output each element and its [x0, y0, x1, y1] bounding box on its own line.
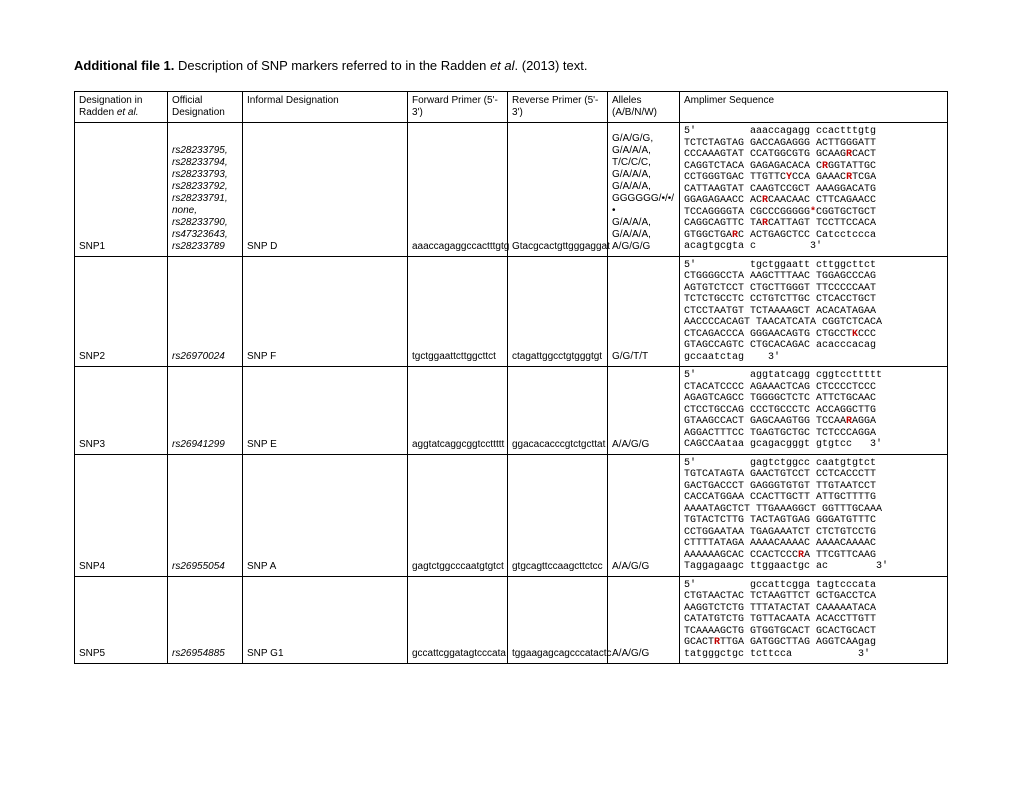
cell-designation: SNP1	[75, 123, 168, 257]
page-title: Additional file 1. Description of SNP ma…	[74, 58, 948, 73]
header-designation: Designation in Radden et al.	[75, 92, 168, 123]
cell-forward-primer: gagtctggcccaatgtgtct	[408, 454, 508, 576]
cell-alleles: A/A/G/G	[608, 367, 680, 455]
cell-amplimer-sequence: 5' gagtctggcc caatgtgtctTGTCATAGTA GAACT…	[680, 454, 948, 576]
cell-official: rs26955054	[168, 454, 243, 576]
cell-official: rs26970024	[168, 256, 243, 367]
table-header-row: Designation in Radden et al. OfficialDes…	[75, 92, 948, 123]
cell-designation: SNP4	[75, 454, 168, 576]
table-row: SNP2rs26970024SNP Ftgctggaattcttggcttctc…	[75, 256, 948, 367]
cell-forward-primer: aaaccagaggccactttgtg	[408, 123, 508, 257]
header-forward: Forward Primer (5'-3')	[408, 92, 508, 123]
cell-forward-primer: gccattcggatagtcccata	[408, 576, 508, 664]
cell-reverse-primer: Gtacgcactgttgggaggat	[508, 123, 608, 257]
header-informal: Informal Designation	[243, 92, 408, 123]
header-amplimer: Amplimer Sequence	[680, 92, 948, 123]
cell-reverse-primer: ctagattggcctgtgggtgt	[508, 256, 608, 367]
cell-alleles: G/G/T/T	[608, 256, 680, 367]
cell-designation: SNP2	[75, 256, 168, 367]
cell-designation: SNP5	[75, 576, 168, 664]
cell-alleles: A/A/G/G	[608, 454, 680, 576]
cell-alleles: A/A/G/G	[608, 576, 680, 664]
title-end: . (2013) text.	[515, 58, 588, 73]
title-bold: Additional file 1.	[74, 58, 174, 73]
table-row: SNP4rs26955054SNP Agagtctggcccaatgtgtctg…	[75, 454, 948, 576]
cell-official: rs26941299	[168, 367, 243, 455]
cell-alleles: G/A/G/G,G/A/A/A,T/C/C/C,G/A/A/A,G/A/A/A,…	[608, 123, 680, 257]
cell-informal: SNP D	[243, 123, 408, 257]
cell-designation: SNP3	[75, 367, 168, 455]
cell-informal: SNP G1	[243, 576, 408, 664]
cell-reverse-primer: tggaagagcagcccatactc	[508, 576, 608, 664]
cell-informal: SNP F	[243, 256, 408, 367]
table-row: SNP3rs26941299SNP Eaggtatcaggcggtccttttt…	[75, 367, 948, 455]
cell-amplimer-sequence: 5' tgctggaatt cttggcttctCTGGGGCCTA AAGCT…	[680, 256, 948, 367]
title-rest: Description of SNP markers referred to i…	[174, 58, 490, 73]
cell-amplimer-sequence: 5' aggtatcagg cggtcctttttCTACATCCCC AGAA…	[680, 367, 948, 455]
header-reverse: Reverse Primer (5'-3')	[508, 92, 608, 123]
table-row: SNP1rs28233795,rs28233794,rs28233793,rs2…	[75, 123, 948, 257]
cell-official: rs26954885	[168, 576, 243, 664]
cell-forward-primer: tgctggaattcttggcttct	[408, 256, 508, 367]
cell-forward-primer: aggtatcaggcggtccttttt	[408, 367, 508, 455]
cell-amplimer-sequence: 5' aaaccagagg ccactttgtgTCTCTAGTAG GACCA…	[680, 123, 948, 257]
cell-amplimer-sequence: 5' gccattcgga tagtcccataCTGTAACTAC TCTAA…	[680, 576, 948, 664]
cell-reverse-primer: gtgcagttccaagcttctcc	[508, 454, 608, 576]
table-row: SNP5rs26954885SNP G1gccattcggatagtcccata…	[75, 576, 948, 664]
cell-reverse-primer: ggacacacccgtctgcttat	[508, 367, 608, 455]
snp-table: Designation in Radden et al. OfficialDes…	[74, 91, 948, 664]
cell-informal: SNP A	[243, 454, 408, 576]
cell-official: rs28233795,rs28233794,rs28233793,rs28233…	[168, 123, 243, 257]
header-official: OfficialDesignation	[168, 92, 243, 123]
cell-informal: SNP E	[243, 367, 408, 455]
header-alleles: Alleles(A/B/N/W)	[608, 92, 680, 123]
title-ital: et al	[490, 58, 515, 73]
